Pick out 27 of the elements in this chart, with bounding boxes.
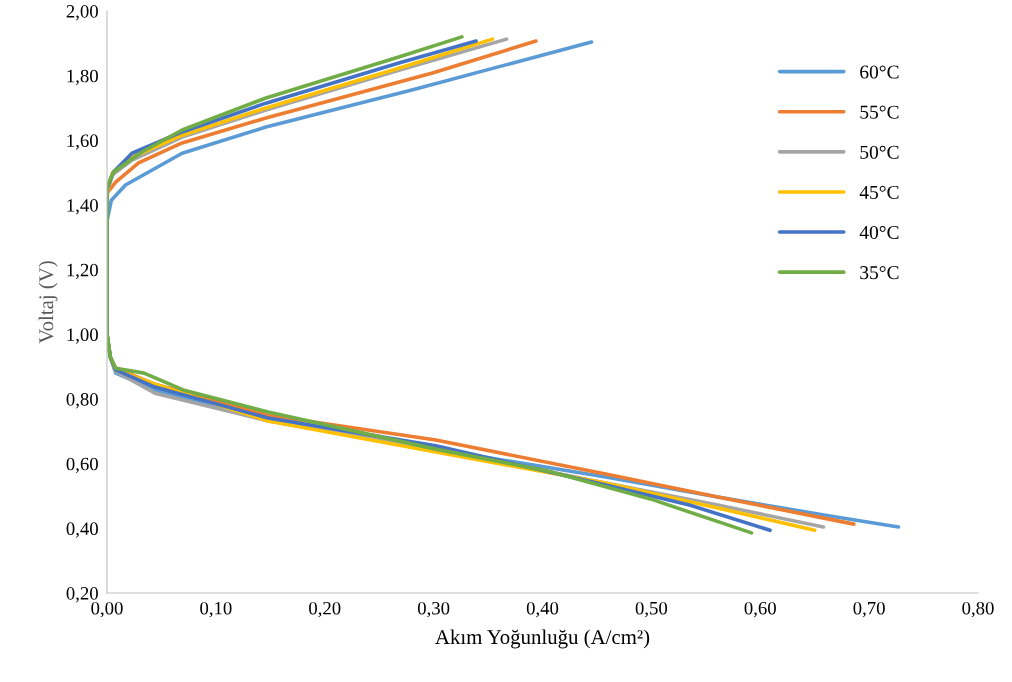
x-tick-label: 0,30	[417, 601, 450, 618]
x-tick-label: 0,40	[526, 601, 559, 618]
x-tick-label: 0,20	[309, 601, 341, 618]
legend-label: 50°C	[860, 145, 899, 159]
y-tick-label: 1,60	[67, 134, 98, 150]
y-tick-label: 2,00	[66, 5, 98, 21]
legend-label: 40°C	[859, 225, 899, 240]
y-tick-label: 0,60	[66, 457, 98, 474]
legend-label: 35°C	[860, 266, 899, 280]
y-axis-title: Voltaj (V)	[38, 261, 58, 344]
legend-label: 45°C	[859, 185, 899, 199]
x-tick-label: 0,60	[744, 601, 776, 618]
y-tick-label: 0,20	[66, 587, 98, 603]
y-tick-label: 1,00	[67, 328, 98, 344]
x-tick-label: 0,10	[200, 601, 232, 618]
y-tick-label: 1,40	[67, 199, 98, 215]
y-tick-label: 1,20	[67, 263, 98, 280]
y-tick-label: 1,80	[67, 69, 98, 86]
legend-label: 60°C	[860, 65, 899, 79]
x-tick-label: 0,70	[853, 601, 885, 618]
x-tick-label: 0,00	[91, 601, 123, 618]
y-tick-label: 0,40	[66, 522, 98, 538]
y-tick-label: 0,80	[66, 393, 98, 409]
legend-label: 55°C	[860, 105, 899, 119]
x-axis-title: Akım Yoğunluğu (A/cm²)	[435, 629, 650, 649]
x-tick-label: 0,80	[962, 601, 994, 618]
x-tick-label: 0,50	[635, 601, 668, 618]
